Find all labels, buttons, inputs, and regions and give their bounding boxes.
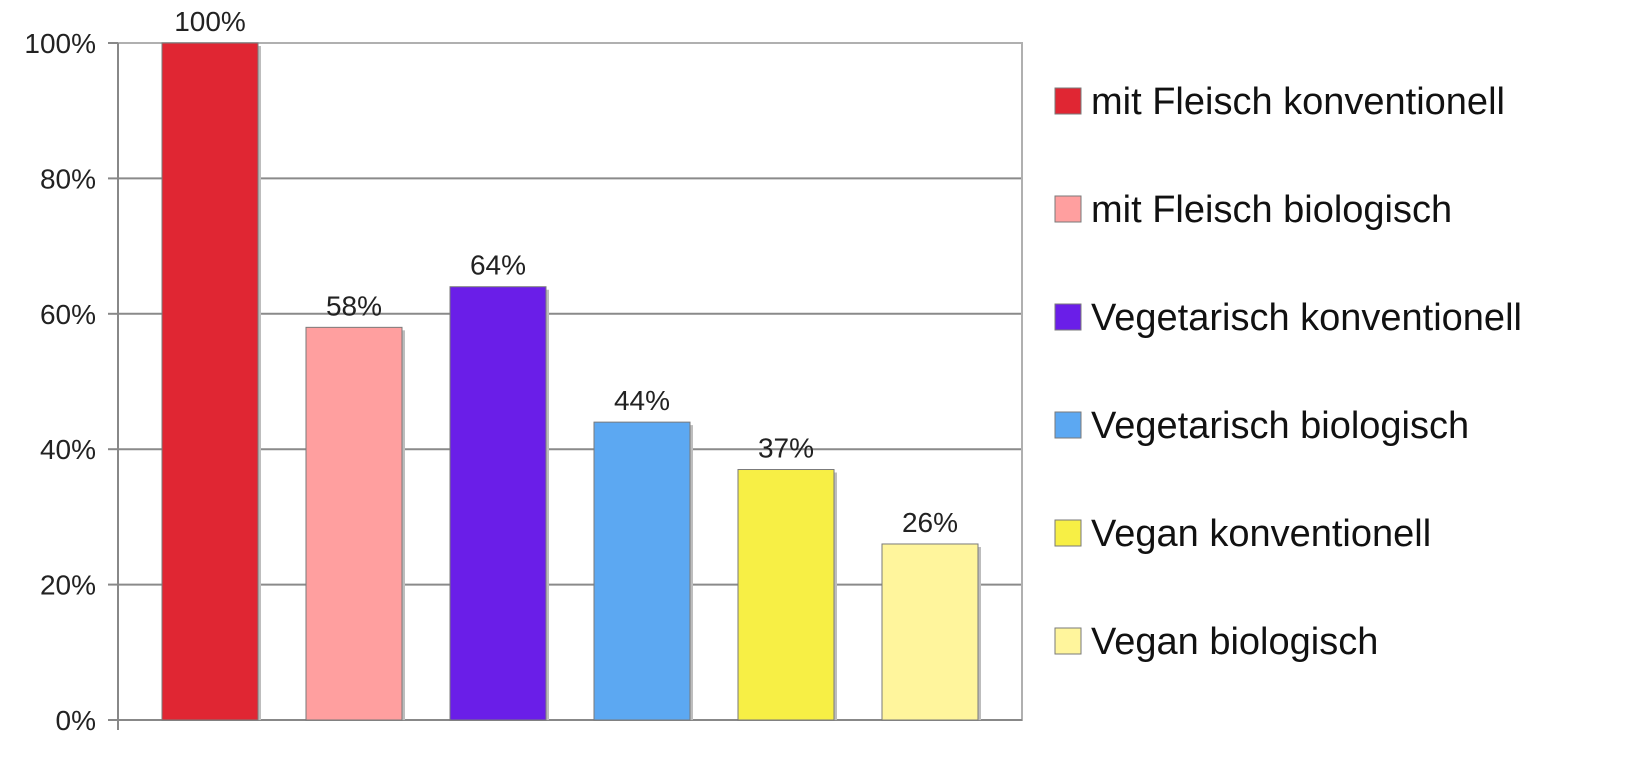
- y-tick-label: 100%: [24, 28, 96, 59]
- legend-label-vegetarisch-konventionell: Vegetarisch konventionell: [1091, 297, 1522, 339]
- data-label-vegan-biologisch: 26%: [902, 507, 958, 538]
- y-tick-label: 20%: [40, 570, 96, 601]
- y-tick-label: 80%: [40, 163, 96, 194]
- bar-vegan-biologisch: [881, 543, 979, 721]
- y-tick-label: 40%: [40, 434, 96, 465]
- data-label-vegetarisch-konventionell: 64%: [470, 250, 526, 281]
- legend-swatch-vegetarisch-biologisch: [1054, 411, 1082, 439]
- bar-vegetarisch-konventionell: [449, 286, 547, 721]
- y-tick-label: 0%: [56, 705, 96, 736]
- legend-swatch-mit-fleisch-biologisch: [1054, 195, 1082, 223]
- legend-label-vegan-konventionell: Vegan konventionell: [1091, 513, 1431, 555]
- legend-swatch-vegan-biologisch: [1054, 627, 1082, 655]
- data-label-vegan-konventionell: 37%: [758, 433, 814, 464]
- legend-label-vegan-biologisch: Vegan biologisch: [1091, 621, 1378, 663]
- bar-vegetarisch-biologisch: [593, 421, 691, 721]
- bars: [161, 42, 981, 721]
- bar-vegan-konventionell: [737, 469, 835, 721]
- legend-swatch-vegan-konventionell: [1054, 519, 1082, 547]
- legend-swatch-mit-fleisch-konventionell: [1054, 87, 1082, 115]
- legend-label-mit-fleisch-konventionell: mit Fleisch konventionell: [1091, 81, 1505, 123]
- legend-label-vegetarisch-biologisch: Vegetarisch biologisch: [1091, 405, 1469, 447]
- bar-mit-fleisch-konventionell: [161, 42, 259, 721]
- legend-swatch-vegetarisch-konventionell: [1054, 303, 1082, 331]
- data-label-mit-fleisch-konventionell: 100%: [174, 6, 246, 37]
- legend: mit Fleisch konventionell mit Fleisch bio…: [1054, 81, 1522, 663]
- y-tick-label: 60%: [40, 299, 96, 330]
- data-labels: 100% 58% 64% 44% 37% 26%: [174, 6, 958, 538]
- data-label-mit-fleisch-biologisch: 58%: [326, 290, 382, 321]
- legend-label-mit-fleisch-biologisch: mit Fleisch biologisch: [1091, 189, 1452, 231]
- bar-mit-fleisch-biologisch: [305, 326, 403, 721]
- y-axis: 0% 20% 40% 60% 80% 100%: [24, 28, 1022, 736]
- data-label-vegetarisch-biologisch: 44%: [614, 385, 670, 416]
